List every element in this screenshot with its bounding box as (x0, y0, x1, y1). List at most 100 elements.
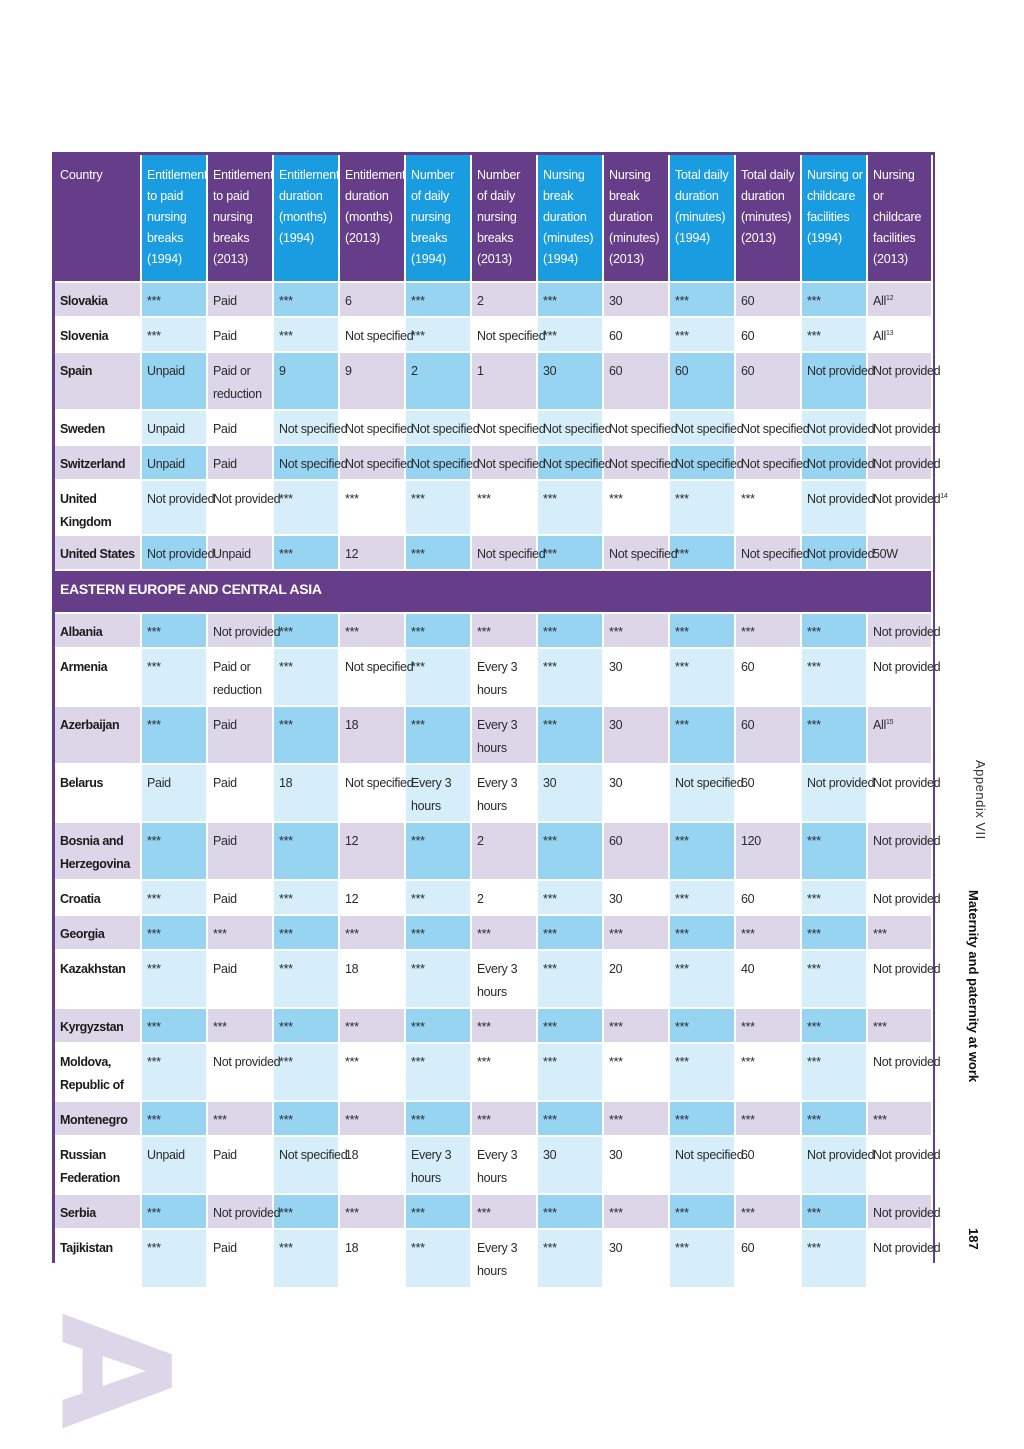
table-cell: 9 (339, 351, 406, 410)
cell-text: Not specified (279, 422, 348, 436)
table-cell: *** (669, 316, 736, 352)
cell-text: *** (543, 1241, 557, 1255)
table-cell: Paid or reduction (207, 351, 274, 410)
table-cell: *** (867, 1100, 933, 1136)
cell-text: Paid (213, 962, 237, 976)
table-cell: 60 (603, 316, 670, 352)
cell-text: Not specified (609, 457, 678, 471)
cell-text: *** (279, 329, 293, 343)
table-cell: Not provided (867, 612, 941, 648)
table-cell: *** (141, 879, 208, 915)
table-cell: 60 (735, 647, 802, 706)
cell-text: Not provided (873, 492, 941, 506)
cell-text: *** (543, 294, 557, 308)
table-cell: Not specified (603, 534, 678, 570)
cell-text: *** (807, 329, 821, 343)
table-cell: *** (405, 534, 472, 570)
table-cell: Not specified (273, 409, 348, 445)
table-cell: All12 (867, 281, 933, 317)
table-row: Belarus Paid Paid 18 Not specified Every 3 ho… (55, 763, 941, 822)
column-header: Nursing break duration (minutes) (2013) (603, 155, 670, 282)
cell-text: *** (807, 1113, 821, 1127)
table-cell: Not specified (471, 409, 546, 445)
cell-text: *** (411, 660, 425, 674)
cell-text: Not provided (873, 422, 941, 436)
cell-text: *** (411, 492, 425, 506)
cell-text: Tajikistan (60, 1241, 113, 1255)
table-cell: 30 (603, 647, 670, 706)
cell-text: Not specified (345, 660, 414, 674)
cell-text: Not specified (543, 457, 612, 471)
table-cell: *** (207, 1007, 274, 1043)
cell-text: Slovenia (60, 329, 109, 343)
table-cell: *** (735, 1042, 802, 1101)
table-cell: *** (141, 612, 208, 648)
column-header: Nursing break duration (minutes) (1994) (537, 155, 604, 282)
cell-text: United Kingdom (60, 492, 112, 529)
column-header: Entitlement to paid nursing breaks (1994… (141, 155, 208, 282)
table-cell: *** (537, 949, 604, 1008)
cell-text: *** (411, 294, 425, 308)
cell-text: Not specified (477, 547, 546, 561)
cell-text: *** (807, 1020, 821, 1034)
table-cell: *** (801, 281, 868, 317)
table-cell: *** (801, 612, 868, 648)
table-cell: Not specified (669, 1135, 744, 1194)
table-cell: *** (273, 647, 340, 706)
cell-text: *** (213, 927, 227, 941)
table-cell: Every 3 hours (471, 705, 538, 764)
table-cell: *** (273, 479, 340, 535)
table-cell: Not specified (339, 444, 414, 480)
table-cell: Not specified (735, 409, 810, 445)
table-cell: 30 (603, 1228, 670, 1287)
cell-text: United States (60, 547, 135, 561)
table-cell: Unpaid (207, 534, 274, 570)
table-cell: *** (537, 1007, 604, 1043)
cell-text: Paid or reduction (213, 660, 262, 697)
table-cell: *** (141, 949, 208, 1008)
table-cell: Not provided14 (867, 479, 948, 535)
cell-text: 40 (741, 962, 755, 976)
table-cell: *** (801, 1007, 868, 1043)
table-cell: Every 3 hours (471, 763, 538, 822)
table-cell: *** (801, 1193, 868, 1229)
cell-text: 30 (609, 892, 623, 906)
cell-text: Every 3 hours (477, 776, 518, 813)
cell-text: Paid (147, 776, 171, 790)
table-cell: *** (801, 879, 868, 915)
table-cell: *** (471, 1100, 538, 1136)
table-cell: 12 (339, 821, 406, 880)
table-cell: 60 (735, 1135, 802, 1194)
table-cell: *** (735, 1193, 802, 1229)
cell-text: Not specified (411, 457, 480, 471)
table-cell: Not provided (801, 351, 875, 410)
table-cell: *** (669, 879, 736, 915)
cell-text: Belarus (60, 776, 104, 790)
country-cell: Slovakia (55, 281, 142, 317)
cell-text: *** (477, 1055, 491, 1069)
country-cell: Belarus (55, 763, 142, 822)
table-cell: 30 (537, 763, 604, 822)
cell-text: Not specified (543, 422, 612, 436)
cell-text: Unpaid (147, 422, 185, 436)
cell-text: *** (279, 1055, 293, 1069)
cell-text: Spain (60, 364, 93, 378)
table-cell: Not specified (537, 444, 612, 480)
table-cell: *** (603, 1100, 670, 1136)
table-cell: 18 (339, 705, 406, 764)
cell-text: Not specified (741, 547, 810, 561)
table-cell: *** (405, 612, 472, 648)
table-row: Spain Unpaid Paid or reduction 9 9 2 1 30 60 60 60… (55, 351, 941, 410)
table-cell: *** (141, 1042, 208, 1101)
cell-text: Albania (60, 625, 103, 639)
cell-text: *** (147, 1020, 161, 1034)
country-cell: Slovenia (55, 316, 142, 352)
country-cell: Georgia (55, 914, 142, 950)
cell-text: *** (675, 660, 689, 674)
cell-text: *** (411, 1055, 425, 1069)
header-row: Country Entitlement to paid nursing break… (55, 155, 933, 282)
cell-text: *** (741, 1055, 755, 1069)
cell-text: *** (279, 1241, 293, 1255)
cell-text: 30 (609, 718, 623, 732)
cell-text: *** (609, 1206, 623, 1220)
